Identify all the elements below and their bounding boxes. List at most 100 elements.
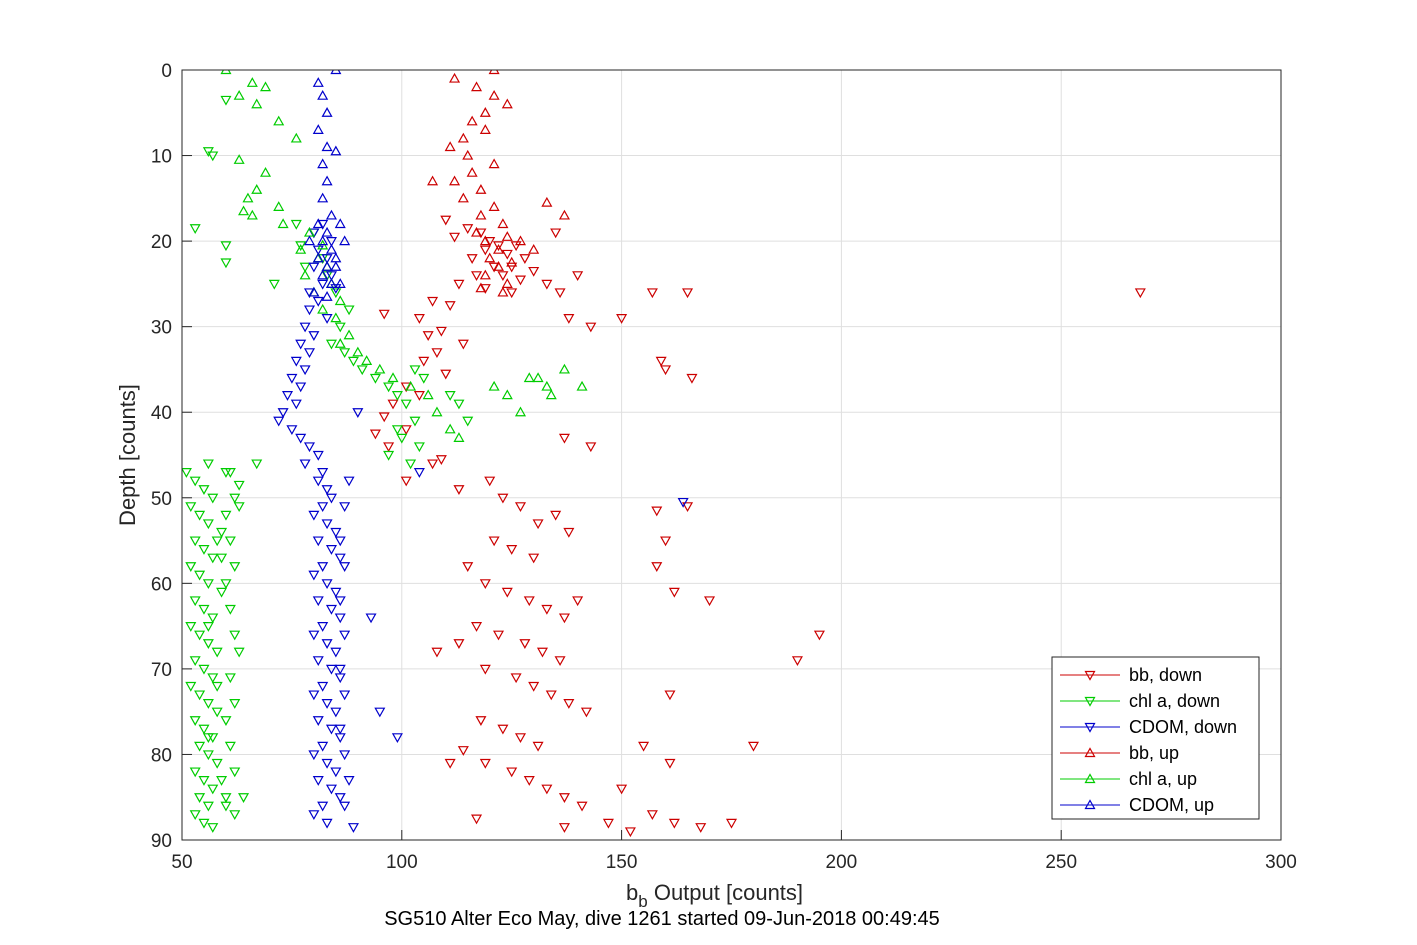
point-bb-up [471,226,483,237]
point-bb-up [466,115,478,126]
point-chl-a-down [202,147,214,158]
point-chl-a-up [273,201,285,211]
point-chl-a-down [290,219,302,230]
point-bb-up [488,70,500,75]
point-chl-a-down [400,399,412,410]
point-bb-down [440,369,452,380]
point-bb-down [528,266,540,277]
point-bb-up [471,81,483,92]
point-cdom-down [391,733,403,744]
point-chl-a-down [369,373,381,384]
point-chl-a-down [198,724,210,735]
point-bb-down [519,254,531,264]
point-chl-a-up [251,184,263,194]
point-chl-a-down [229,767,241,778]
point-bb-down [655,356,667,367]
point-cdom-down [330,284,342,294]
point-cdom-up [330,145,342,156]
point-bb-down [554,656,566,667]
point-cdom-down [321,485,333,495]
legend-marker-bb-up [1084,747,1096,758]
point-bb-down [497,724,509,735]
point-cdom-down [339,630,351,641]
point-bb-down [479,758,491,769]
point-bb-down [660,536,672,547]
point-bb-up [475,282,487,293]
point-chl-a-up [295,243,307,254]
point-chl-a-down [211,681,223,692]
point-cdom-down [321,699,333,709]
point-chl-a-up [259,166,272,177]
point-cdom-down [317,562,329,572]
point-cdom-up [321,107,333,117]
point-chl-a-down [229,562,241,572]
point-bb-down [558,433,570,444]
point-bb-up [457,192,469,203]
point-cdom-up [317,235,329,246]
point-chl-a-up [233,154,245,164]
point-chl-a-down [189,656,201,667]
point-chl-a-down [207,151,219,162]
point-bb-down [462,562,474,572]
point-cdom-down [325,237,337,247]
data-points [182,70,1146,838]
point-bb-up [492,243,505,254]
point-chl-a-down [202,699,214,709]
point-bb-down [378,309,390,320]
point-chl-a-down [202,579,214,590]
point-chl-a-down [330,288,342,299]
point-cdom-down [339,690,351,701]
point-chl-a-down [189,476,201,487]
point-chl-a-down [202,519,214,530]
point-bb-down [427,296,439,307]
x-tick-label: 250 [1045,852,1077,873]
point-cdom-up [330,261,342,271]
point-bb-down [703,596,716,607]
point-bb-down [466,254,478,264]
point-cdom-up [312,77,324,87]
point-chl-a-down [194,741,206,752]
point-cdom-down [321,254,333,264]
point-bb-down [453,639,465,649]
point-bb-down [532,741,544,752]
point-bb-down [523,776,535,786]
point-cdom-down [317,279,329,290]
point-chl-a-up [387,372,399,383]
point-bb-down [457,339,469,350]
point-bb-down [431,348,443,359]
point-chl-a-up [501,389,513,400]
point-bb-down [427,459,439,470]
point-bb-up [479,235,491,246]
y-tick-label: 50 [151,489,172,510]
point-cdom-down [295,433,307,444]
point-chl-a-down [202,459,214,470]
point-chl-a-up [299,269,311,280]
point-cdom-down [303,305,316,316]
point-bb-down [536,647,548,658]
x-tick-label: 100 [386,852,418,873]
legend-marker-bb-down [1084,670,1096,681]
point-chl-a-down [189,810,201,821]
point-chl-a-down [194,793,206,803]
point-chl-a-down [198,604,210,615]
point-cdom-up [321,226,333,237]
point-cdom-up [325,243,337,254]
point-bb-down [616,314,628,324]
point-chl-a-down [185,502,197,513]
point-bb-down [563,314,575,324]
point-chl-a-down [444,391,456,401]
point-chl-a-down [405,459,417,470]
point-chl-a-down [325,339,337,350]
point-cdom-down [299,322,311,333]
point-cdom-down [317,741,329,752]
point-chl-a-down [202,622,214,632]
point-cdom-down [343,776,355,786]
point-bb-up [492,261,505,271]
point-chl-a-up [233,89,245,100]
point-chl-a-down [198,664,210,675]
point-cdom-down [321,519,333,530]
point-cdom-up [317,192,329,203]
point-cdom-down [365,613,377,624]
point-chl-a-down [194,690,206,701]
point-bb-up [506,256,518,267]
